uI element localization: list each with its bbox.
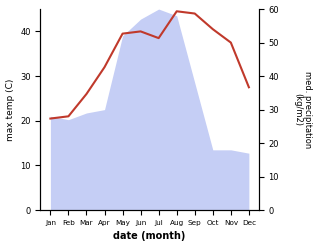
Y-axis label: max temp (C): max temp (C) <box>5 79 15 141</box>
X-axis label: date (month): date (month) <box>114 231 186 242</box>
Y-axis label: med. precipitation
(kg/m2): med. precipitation (kg/m2) <box>293 71 313 148</box>
